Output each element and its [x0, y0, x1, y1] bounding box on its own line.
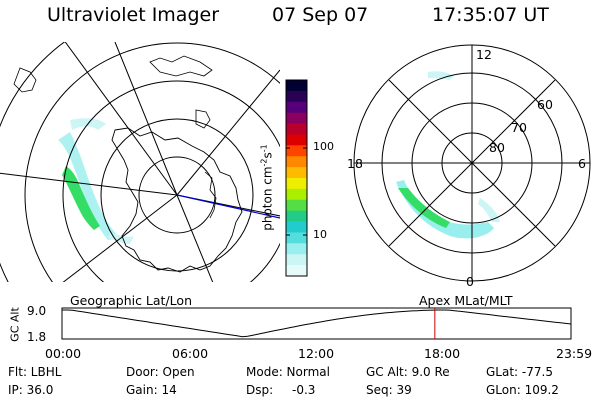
gc-alt-info: GC Alt: 9.0 Re [366, 365, 450, 379]
mlt-label-18: 18 [347, 156, 363, 171]
door-info: Door: Open [126, 365, 195, 379]
orbit-altitude-plot [61, 307, 572, 340]
colorbar-segment [286, 188, 307, 201]
glon-info: GLon: 109.2 [486, 383, 559, 397]
landmass [13, 67, 37, 93]
orbit-ytick-max: 9.0 [27, 304, 47, 318]
glat-info: GLat: -77.5 [486, 365, 553, 379]
colorbar-unit-label: photon cm-2s-1 [260, 128, 275, 248]
geographic-map [0, 42, 280, 282]
orbit-altitude-curve [62, 309, 572, 338]
geo-lat-circle-60 [62, 80, 280, 282]
colorbar-segment [286, 123, 307, 135]
landmass [195, 109, 211, 129]
mlat-label-70: 70 [511, 120, 527, 135]
geo-lat-circle-50 [24, 42, 280, 282]
mlt-label-12: 12 [476, 47, 492, 62]
colorbar-segment [286, 80, 307, 92]
geo-meridian [64, 42, 178, 196]
gain-info: Gain: 14 [126, 383, 177, 397]
ip-info: IP: 36.0 [8, 383, 54, 397]
apex-label: Apex MLat/MLT [419, 293, 513, 308]
dsp-label: Dsp: [246, 383, 274, 397]
mag-meridian-diag [388, 79, 556, 247]
geo-meridian [176, 194, 214, 282]
colorbar-segment [286, 178, 307, 190]
colorbar-segment [286, 167, 307, 179]
colorbar-segment [286, 156, 307, 168]
colorbar-segment [286, 90, 307, 103]
geographic-label: Geographic Lat/Lon [70, 293, 192, 308]
filter-info: Flt: LBHL [8, 365, 62, 379]
orbit-xtick-0600: 06:00 [172, 346, 209, 361]
colorbar-segment [286, 254, 307, 266]
colorbar-segment [286, 199, 307, 212]
colorbar-segment [286, 232, 307, 244]
mlat-label-80: 80 [489, 140, 505, 155]
geo-meridian [0, 172, 178, 196]
date-label: 07 Sep 07 [272, 4, 369, 26]
geo-meridian [176, 69, 280, 196]
time-label: 17:35:07 UT [432, 4, 549, 26]
mode-info: Mode: Normal [246, 365, 330, 379]
geo-aurora-emission [58, 118, 134, 244]
mlt-label-6: 6 [578, 156, 586, 171]
mlat-label-60: 60 [537, 97, 553, 112]
orbit-xtick-2359: 23:59 [556, 346, 593, 361]
orbit-xtick-1200: 12:00 [298, 346, 335, 361]
orbit-xtick-0000: 00:00 [45, 346, 82, 361]
colorbar-segment [286, 145, 307, 157]
colorbar-unit-text: photon cm [260, 166, 275, 231]
colorbar-segment [286, 134, 307, 146]
colorbar-unit-s: s [260, 152, 275, 159]
colorbar-segment [286, 210, 307, 223]
geo-lat-circle-80 [138, 156, 216, 234]
colorbar-unit-exp1: -2 [259, 158, 269, 167]
geo-orbit-track [176, 194, 280, 219]
orbit-axis-label: GC Alt [8, 307, 22, 342]
colorbar-tick-100: 100 [313, 140, 334, 153]
geo-meridian [114, 42, 178, 196]
colorbar-segment [286, 265, 307, 277]
orbit-xtick-1800: 18:00 [424, 346, 461, 361]
mag-aurora-emission [396, 71, 500, 239]
colorbar-segment [286, 112, 307, 125]
antarctica-coastline [111, 127, 243, 273]
instrument-title: Ultraviolet Imager [47, 4, 220, 26]
colorbar-segment [286, 101, 307, 114]
dsp-value: -0.3 [292, 383, 316, 397]
colorbar-segment [286, 243, 307, 255]
magnetic-map [353, 44, 591, 282]
mlt-label-0: 0 [466, 274, 474, 289]
colorbar-tick-10: 10 [313, 228, 327, 241]
orbit-ytick-min: 1.8 [27, 330, 47, 344]
landmass [149, 55, 213, 77]
seq-info: Seq: 39 [366, 383, 412, 397]
colorbar-unit-exp2: -1 [259, 144, 269, 153]
colorbar-segment [286, 221, 307, 233]
intensity-colorbar [285, 79, 308, 277]
geo-meridian [62, 194, 178, 282]
